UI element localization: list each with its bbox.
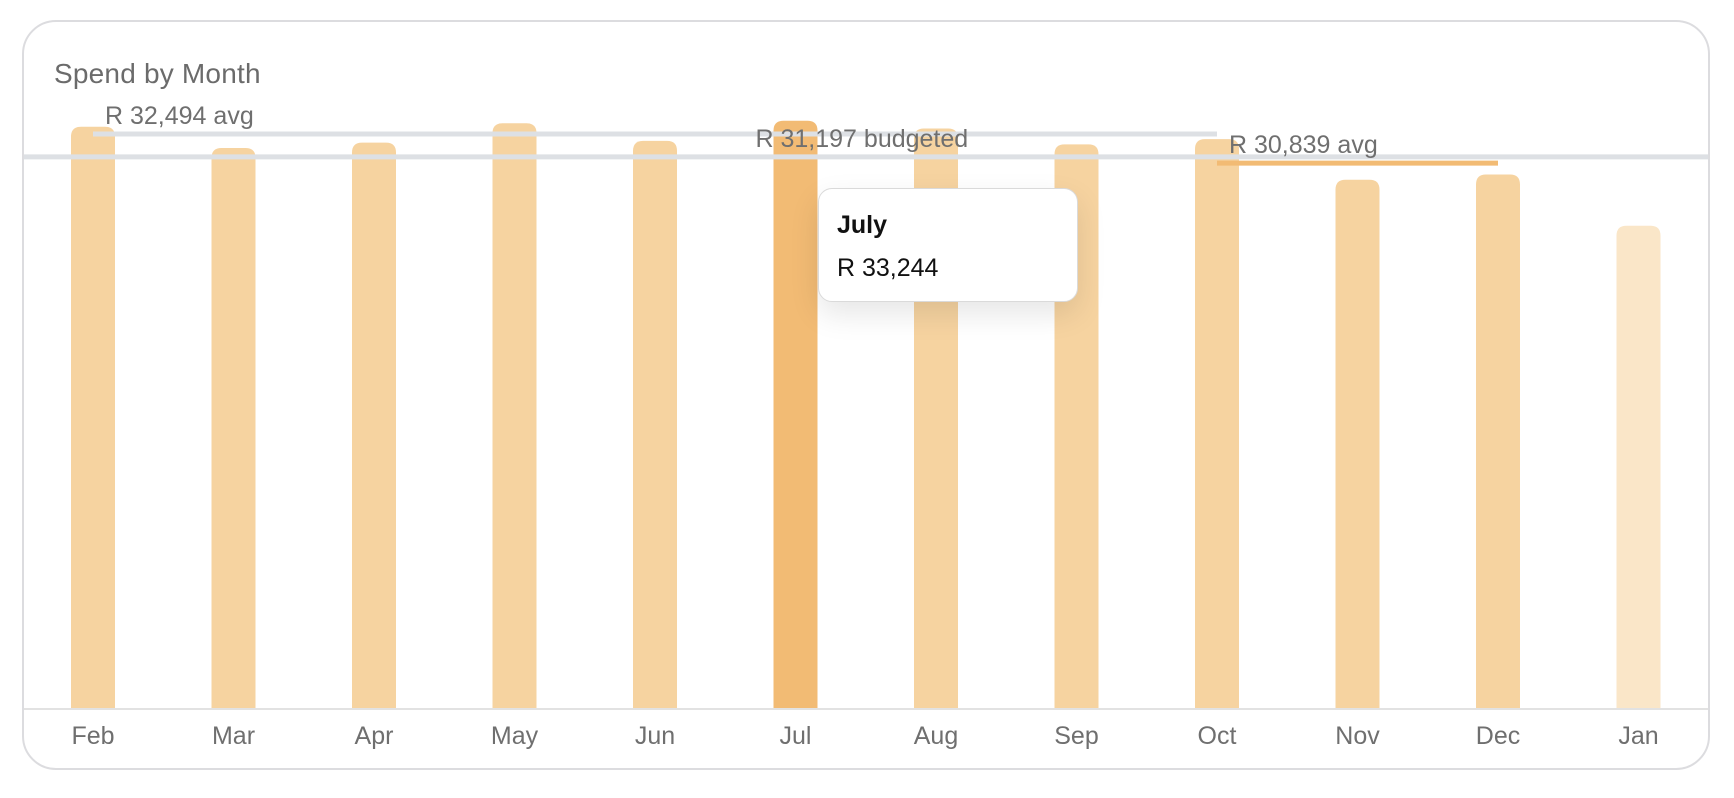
- bar-jan[interactable]: [1616, 225, 1661, 708]
- x-tick-label-aug: Aug: [914, 722, 958, 750]
- x-tick-label-oct: Oct: [1198, 722, 1237, 750]
- bar-tooltip: July R 33,244: [818, 188, 1078, 302]
- tooltip-title: July: [837, 211, 888, 239]
- bar-may[interactable]: [492, 123, 537, 708]
- x-tick-label-jun: Jun: [635, 722, 675, 750]
- reference-label-2: R 31,197 budgeted: [756, 125, 969, 153]
- reference-lines: R 32,494 avg R 31,197 budgeted R 30,839 av…: [24, 102, 1708, 166]
- chart-card: Spend by Month: [22, 20, 1710, 770]
- bar-dec[interactable]: [1476, 174, 1520, 708]
- x-tick-label-apr: Apr: [355, 722, 394, 750]
- bar-oct[interactable]: [1195, 139, 1239, 709]
- bar-nov[interactable]: [1335, 179, 1380, 708]
- reference-label-1: R 32,494 avg: [105, 102, 254, 130]
- bar-jul[interactable]: [773, 120, 818, 708]
- chart-title: Spend by Month: [54, 58, 261, 89]
- x-tick-label-nov: Nov: [1335, 722, 1380, 750]
- reference-label-3: R 30,839 avg: [1229, 131, 1378, 159]
- x-axis: Feb Mar Apr May Jun Jul Aug Sep Oct Nov Dec Jan: [24, 708, 1708, 750]
- tooltip-value: R 33,244: [837, 254, 939, 282]
- x-tick-label-jan: Jan: [1618, 722, 1658, 750]
- x-tick-label-may: May: [491, 722, 539, 750]
- bars-layer: [71, 120, 1661, 709]
- x-tick-label-mar: Mar: [212, 722, 255, 750]
- x-tick-label-dec: Dec: [1476, 722, 1520, 750]
- bar-apr[interactable]: [352, 142, 396, 708]
- x-tick-label-sep: Sep: [1054, 722, 1098, 750]
- x-tick-label-feb: Feb: [71, 722, 114, 750]
- x-tick-label-jul: Jul: [780, 722, 812, 750]
- bar-mar[interactable]: [211, 147, 256, 708]
- bar-feb[interactable]: [71, 126, 115, 709]
- bar-jun[interactable]: [633, 140, 677, 708]
